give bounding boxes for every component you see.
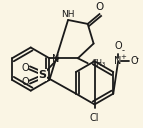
Text: Cl: Cl [90,113,99,123]
Text: N: N [114,56,122,66]
Text: NH: NH [61,10,75,19]
Text: +: + [120,54,126,60]
Text: O: O [21,63,29,73]
Text: N: N [52,54,59,64]
Text: S: S [38,70,46,80]
Text: CH₃: CH₃ [92,59,106,68]
Text: O: O [114,41,122,51]
Text: -: - [135,54,138,63]
Text: O: O [131,56,139,66]
Text: O: O [21,77,29,87]
Text: -: - [122,46,125,55]
Text: O: O [95,2,104,12]
